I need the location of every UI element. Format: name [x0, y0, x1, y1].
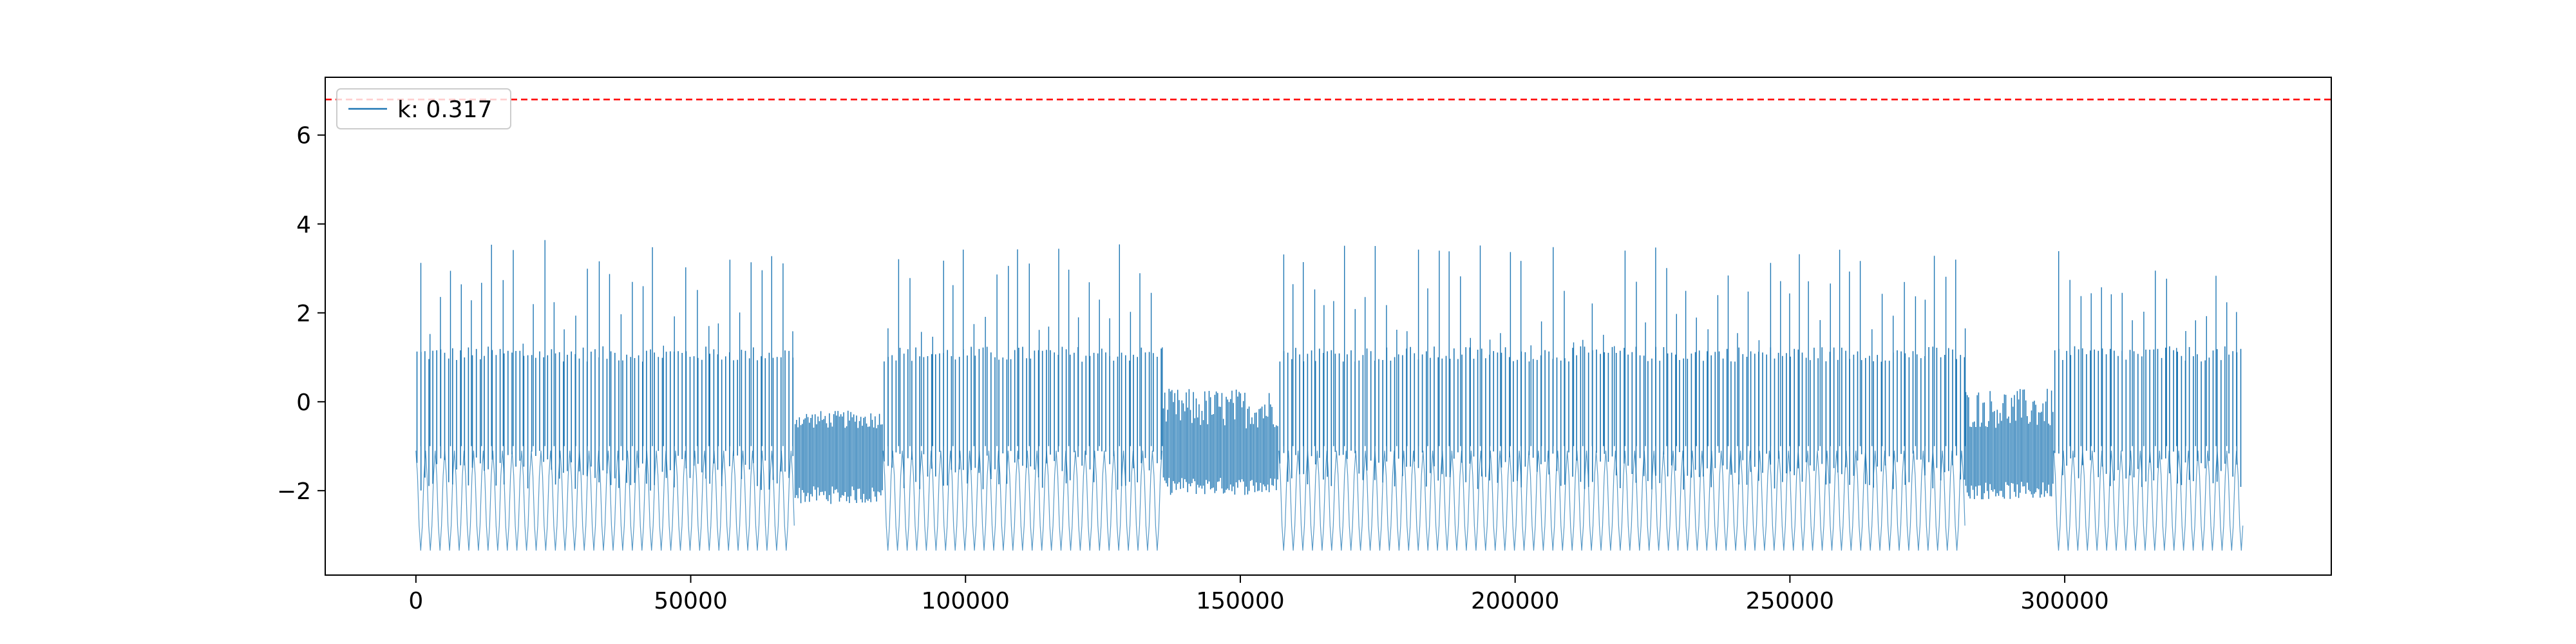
x-axis: 0 50000 100000 150000 200000 250000 300000: [408, 575, 2109, 614]
x-tick-label: 300000: [2020, 588, 2108, 614]
signal-segment-low: [1965, 388, 2054, 500]
signal-trace-peaks: [1283, 245, 1966, 446]
x-tick-label: 200000: [1471, 588, 1559, 614]
signal-layer: [415, 240, 2244, 551]
signal-trace-low: [1965, 388, 2054, 500]
signal-segment-active: [415, 240, 795, 551]
signal-trace-band: [416, 346, 794, 491]
x-tick-label: 50000: [654, 588, 728, 614]
signal-trace-low: [1162, 388, 1278, 495]
signal-trace-lower: [415, 450, 795, 551]
signal-trace-low: [794, 410, 883, 504]
x-tick-label: 0: [408, 588, 423, 614]
legend-box: [336, 88, 511, 129]
legend-label: k: 0.317: [397, 97, 492, 123]
y-tick-label: −2: [277, 478, 311, 505]
y-tick-label: 2: [296, 301, 311, 327]
signal-trace-peaks: [887, 244, 1163, 446]
signal-trace-peaks: [420, 240, 793, 446]
signal-segment-active: [1278, 245, 1966, 551]
signal-segment-low: [1162, 388, 1278, 495]
y-tick-label: 0: [296, 390, 311, 416]
signal-segment-low: [794, 410, 883, 504]
signal-segment-active: [2053, 251, 2244, 551]
x-tick-label: 250000: [1746, 588, 1834, 614]
signal-trace-band: [2054, 346, 2242, 488]
x-tick-label: 100000: [922, 588, 1010, 614]
y-tick-label: 6: [296, 123, 311, 149]
signal-trace-lower: [2053, 450, 2244, 551]
signal-trace-lower: [1278, 450, 1965, 551]
signal-segment-active: [882, 244, 1163, 551]
signal-trace-lower: [882, 450, 1162, 551]
x-tick-label: 150000: [1196, 588, 1284, 614]
y-tick-label: 4: [296, 212, 311, 238]
legend: k: 0.317: [336, 88, 511, 129]
signal-trace-peaks: [2058, 251, 2237, 446]
plot-frame: [325, 77, 2332, 576]
y-axis: −2 0 2 4 6: [277, 123, 325, 505]
